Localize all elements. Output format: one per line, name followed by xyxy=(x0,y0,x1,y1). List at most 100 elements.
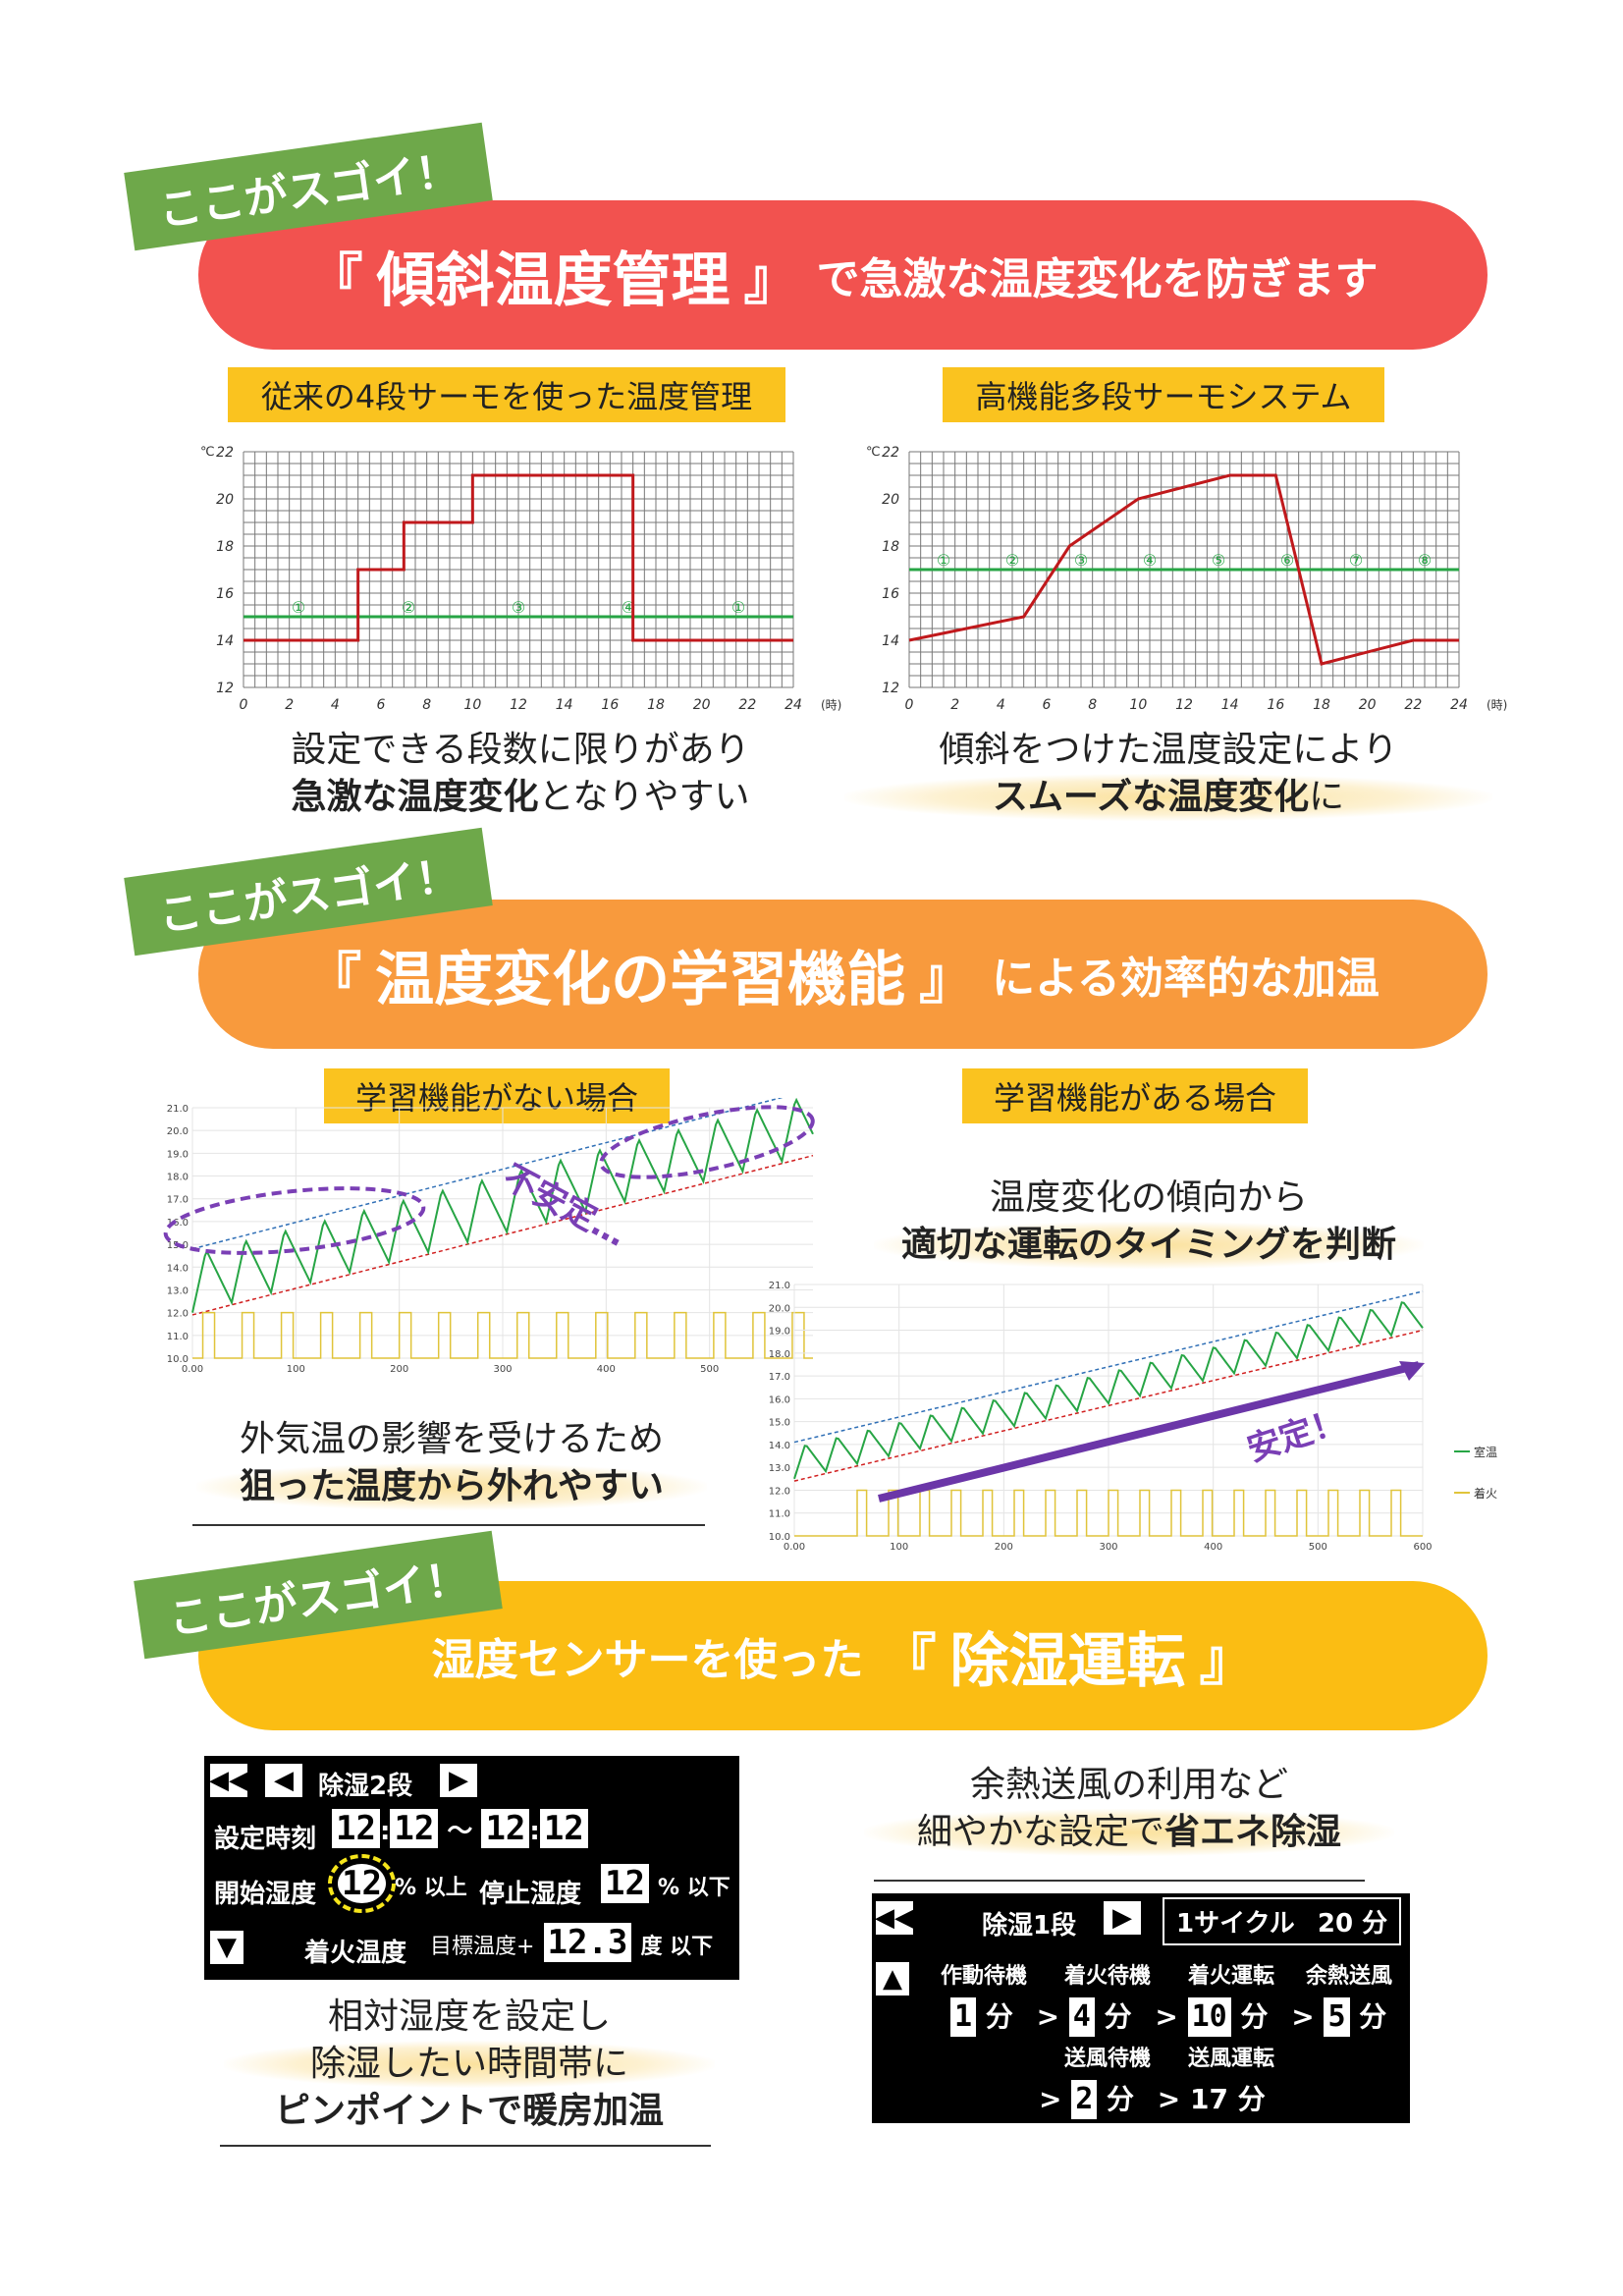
cycle-unit: 分 xyxy=(1362,1909,1388,1939)
wait-value[interactable]: 1 xyxy=(950,1997,977,2037)
ignite-run-value[interactable]: 10 xyxy=(1187,1997,1231,2037)
fan-run-value: 17 xyxy=(1190,2083,1228,2115)
caption-line: ピンポイントで暖房加温 xyxy=(224,2088,715,2135)
x-tick-label: 18 xyxy=(647,697,665,713)
col-label: 着火待機 xyxy=(1064,1964,1152,1989)
double-left-icon[interactable]: ◀◀ xyxy=(875,1901,914,1935)
x-tick-label: 10 xyxy=(1129,697,1147,713)
stage-label: ② xyxy=(402,598,415,617)
fan-wait-value[interactable]: 2 xyxy=(1071,2080,1098,2119)
y-tick-label: 16.0 xyxy=(769,1394,790,1405)
caption-line: 外気温の影響を受けるため xyxy=(239,1419,664,1459)
y-tick-label: 18.0 xyxy=(167,1173,189,1183)
stage-label: ④ xyxy=(1143,551,1157,570)
ignite-wait-value[interactable]: 4 xyxy=(1068,1997,1095,2037)
stage-label: ① xyxy=(292,598,305,617)
unit-text: 分 xyxy=(1237,2083,1266,2115)
caption-line: 適切な運転のタイミングを判断 xyxy=(874,1222,1424,1269)
down-arrow-icon[interactable]: ▼ xyxy=(210,1931,243,1964)
x-tick-label: 2 xyxy=(285,697,294,713)
start-minute-field[interactable]: 12 xyxy=(390,1809,439,1848)
x-tick-label: 400 xyxy=(597,1364,616,1375)
caption-bold: ピンポイントで暖房加温 xyxy=(274,2091,664,2131)
gt: > xyxy=(1291,2000,1315,2033)
caption-rest: に xyxy=(1309,777,1345,817)
y-tick-label: 20 xyxy=(216,492,234,508)
temperature-line xyxy=(908,473,1459,666)
x-tick-label: 16 xyxy=(601,697,619,713)
x-tick-label: 22 xyxy=(738,697,756,713)
cycle-value: 20 xyxy=(1317,1909,1354,1939)
caption-bold: 急激な温度変化 xyxy=(291,777,539,817)
up-arrow-icon[interactable]: ▲ xyxy=(876,1962,909,1995)
start-hour-field[interactable]: 12 xyxy=(332,1809,380,1848)
unstable-label: 不安定… xyxy=(497,1158,633,1255)
y-tick-label: 14 xyxy=(216,633,234,649)
y-tick-label: 21.0 xyxy=(167,1104,189,1115)
y-tick-label: 18.0 xyxy=(769,1349,790,1360)
y-tick-label: 12.0 xyxy=(769,1486,790,1497)
divider xyxy=(220,2145,711,2147)
y-tick-label: 11.0 xyxy=(167,1332,189,1342)
stage-label: ⑥ xyxy=(1280,551,1294,570)
x-tick-label: 100 xyxy=(890,1542,908,1553)
target-temp-field[interactable]: 12.3 xyxy=(543,1923,632,1962)
residual-heat-value[interactable]: 5 xyxy=(1324,1997,1350,2037)
panel-title: 除湿1段 xyxy=(982,1911,1077,1941)
section2-banner-title: 温度変化の学習機能 xyxy=(375,945,906,1014)
stop-humidity-label: 停止湿度 xyxy=(479,1880,582,1909)
x-tick-label: 200 xyxy=(995,1542,1013,1553)
x-tick-label: 6 xyxy=(377,697,386,713)
x-tick-label: 18 xyxy=(1313,697,1330,713)
section2-banner: 『 温度変化の学習機能 』 による効率的な加温 xyxy=(198,900,1488,1049)
caption-no-learning: 外気温の影響を受けるため 狙った温度から外れやすい xyxy=(196,1416,707,1510)
stop-humidity-field[interactable]: 12 xyxy=(601,1864,649,1903)
x-tick-label: 22 xyxy=(1404,697,1422,713)
x-tick-label: 24 xyxy=(1450,697,1468,713)
y-tick-label: 14.0 xyxy=(769,1441,790,1451)
unit-text: % 以下 xyxy=(658,1876,730,1900)
panel-title: 除湿2段 xyxy=(318,1772,413,1801)
caption-conventional: 設定できる段数に限りがあり 急激な温度変化となりやすい xyxy=(196,727,844,821)
caption-line: 傾斜をつけた温度設定により xyxy=(939,730,1398,770)
room-temperature-line xyxy=(191,1098,814,1313)
left-arrow-icon[interactable]: ◀ xyxy=(265,1764,302,1797)
y-tick-label: 20 xyxy=(882,492,899,508)
caption-line: 狙った温度から外れやすい xyxy=(196,1463,707,1510)
end-hour-field[interactable]: 12 xyxy=(481,1809,530,1848)
x-tick-label: 4 xyxy=(331,697,340,713)
start-humidity-field[interactable]: 12 xyxy=(328,1854,396,1913)
lower-band xyxy=(191,1154,814,1316)
gt: > xyxy=(1036,2000,1060,2033)
stage-label: ③ xyxy=(512,598,525,617)
x-tick-label: 2 xyxy=(950,697,959,713)
section2-banner-subtitle: による効率的な加温 xyxy=(992,954,1380,1004)
y-tick-label: 19.0 xyxy=(769,1327,790,1338)
temperature-line xyxy=(243,473,793,642)
bracket-open: 『 xyxy=(307,247,363,312)
y-tick-label: 15.0 xyxy=(769,1418,790,1429)
x-axis-unit: (時) xyxy=(821,698,841,712)
caption-bold: 適切な運転のタイミングを判断 xyxy=(900,1225,1396,1265)
bracket-close: 』 xyxy=(919,947,975,1011)
unit-text: 分 xyxy=(985,2000,1013,2033)
x-tick-label: 200 xyxy=(390,1364,408,1375)
start-humidity: 12 % 以上 xyxy=(328,1854,467,1913)
caption-learning: 温度変化の傾向から 適切な運転のタイミングを判断 xyxy=(874,1175,1424,1269)
stop-humidity: 12 % 以下 xyxy=(601,1864,730,1903)
tilde: ～ xyxy=(447,1817,473,1846)
col-label: 送風運転 xyxy=(1188,2047,1275,2071)
colon: : xyxy=(529,1817,540,1846)
end-minute-field[interactable]: 12 xyxy=(539,1809,588,1848)
label-advanced: 高機能多段サーモシステム xyxy=(943,367,1384,422)
bracket-close: 』 xyxy=(743,247,799,312)
y-axis-unit: ℃ xyxy=(200,445,215,460)
x-tick-label: 600 xyxy=(1413,1542,1432,1553)
right-arrow-icon[interactable]: ▶ xyxy=(1104,1901,1141,1935)
legend-room: 室温 xyxy=(1474,1445,1497,1459)
y-tick-label: 22 xyxy=(216,445,234,461)
right-arrow-icon[interactable]: ▶ xyxy=(440,1764,477,1797)
unit-text: % 以上 xyxy=(395,1876,467,1900)
double-left-icon[interactable]: ◀◀ xyxy=(209,1764,248,1797)
x-tick-label: 12 xyxy=(510,697,527,713)
